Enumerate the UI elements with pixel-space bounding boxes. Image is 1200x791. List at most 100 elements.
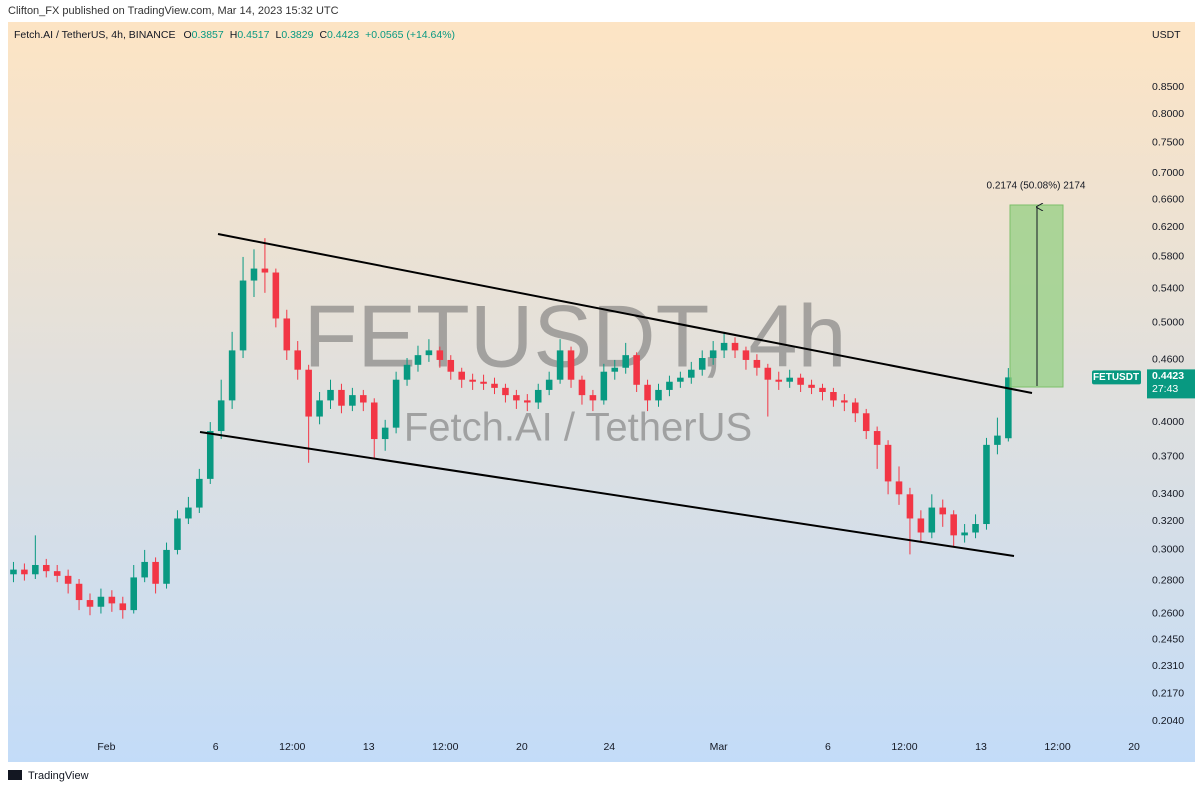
y-tick-label: 0.5400: [1152, 282, 1184, 294]
candle-body: [972, 524, 979, 533]
trend-line-lower: [199, 431, 1015, 557]
x-tick-label: 20: [516, 741, 528, 753]
x-tick-label: Feb: [97, 741, 115, 753]
legend-change: +0.0565 (+14.64%): [365, 29, 455, 41]
candle-body: [53, 571, 61, 576]
candle-body: [338, 389, 345, 406]
legend-key: O: [183, 29, 191, 41]
legend-key: H: [230, 29, 238, 41]
candle-body: [819, 387, 826, 392]
candle-body: [950, 514, 957, 536]
legend-symbol: Fetch.AI / TetherUS, 4h, BINANCE: [14, 29, 175, 41]
y-tick-label: 0.7000: [1152, 167, 1184, 179]
y-tick-label: 0.6200: [1152, 221, 1184, 233]
candle-body: [447, 359, 455, 372]
candle-body: [994, 435, 1001, 445]
y-tick-label: 0.5800: [1152, 251, 1184, 263]
candle-body: [939, 507, 947, 515]
watermark-subtitle: Fetch.AI / TetherUS: [404, 406, 752, 450]
x-tick-label: 20: [1128, 741, 1140, 753]
brand-name: TradingView: [28, 770, 89, 782]
published-line: Clifton_FX published on TradingView.com,…: [8, 5, 339, 17]
candle-body: [578, 379, 586, 396]
candle-body: [261, 268, 269, 273]
y-tick-label: 0.3200: [1152, 515, 1184, 527]
y-tick-label: 0.2450: [1152, 634, 1184, 646]
candle-body: [10, 569, 17, 575]
candle-body: [239, 280, 247, 351]
y-tick-label: 0.8000: [1152, 108, 1184, 120]
candle-body: [436, 350, 444, 360]
candle-body: [655, 389, 662, 401]
last-price: 0.4423: [1152, 370, 1184, 382]
candle-body: [196, 478, 203, 508]
y-tick-label: 0.8500: [1152, 81, 1184, 93]
candle-body: [163, 549, 170, 584]
x-tick-label: 6: [825, 741, 831, 753]
candle-body: [534, 389, 542, 403]
y-tick-label: 0.3400: [1152, 488, 1184, 500]
candle-body: [589, 395, 597, 401]
y-tick-label: 0.3000: [1152, 544, 1184, 556]
candle-body: [545, 379, 553, 390]
legend-value: 0.4423: [327, 29, 359, 41]
candle-body: [873, 431, 881, 445]
x-tick-label: 12:00: [1044, 741, 1070, 753]
candle-body: [524, 400, 531, 403]
candle-body: [283, 318, 291, 351]
x-tick-label: 6: [213, 741, 219, 753]
candle-body: [644, 384, 651, 401]
candle-body: [622, 355, 629, 368]
candle-body: [491, 383, 498, 388]
candle-body: [272, 272, 280, 319]
x-tick-label: 13: [363, 741, 375, 753]
y-tick-label: 0.2310: [1152, 660, 1184, 672]
candle-body: [688, 369, 695, 378]
candle-body: [250, 268, 258, 281]
candle-body: [403, 364, 411, 380]
candle-body: [513, 395, 520, 401]
x-tick-label: 12:00: [891, 741, 917, 753]
candle-body: [97, 596, 105, 607]
candle-body: [895, 481, 903, 495]
candle-body: [961, 532, 968, 536]
candle-body: [185, 507, 192, 519]
candle-body: [86, 600, 94, 607]
candle-body: [206, 431, 214, 479]
candle-body: [567, 350, 575, 380]
candle-body: [469, 379, 476, 382]
legend-value: 0.4517: [237, 29, 269, 41]
plot: [10, 238, 1012, 619]
candle-body: [370, 402, 378, 440]
x-tick-label: 24: [603, 741, 615, 753]
candle-body: [75, 583, 83, 601]
candle-body: [152, 561, 159, 584]
y-tick-label: 0.3700: [1152, 450, 1184, 462]
candle-body: [742, 350, 750, 360]
candle-body: [414, 355, 422, 365]
candle-body: [731, 342, 739, 351]
candle-body: [480, 381, 487, 384]
x-tick-label: 12:00: [432, 741, 458, 753]
y-tick-label: 0.4600: [1152, 354, 1184, 366]
x-tick-label: 13: [975, 741, 987, 753]
candle-body: [906, 494, 914, 519]
y-tick-label: 0.7500: [1152, 136, 1184, 148]
candle-body: [753, 359, 761, 368]
candle-body: [797, 377, 804, 385]
candle-body: [633, 355, 640, 385]
candle-body: [611, 367, 619, 372]
candle-body: [556, 350, 564, 380]
candle-body: [381, 427, 389, 440]
candle-body: [32, 564, 39, 575]
candle-body: [141, 561, 148, 578]
candle-body: [709, 350, 717, 359]
candle-body: [775, 379, 783, 382]
candle-body: [458, 371, 465, 380]
candle-body: [21, 569, 28, 575]
candle-body: [502, 387, 509, 396]
candle-body: [360, 395, 367, 403]
candle-body: [830, 391, 837, 401]
candle-body: [1005, 377, 1012, 439]
